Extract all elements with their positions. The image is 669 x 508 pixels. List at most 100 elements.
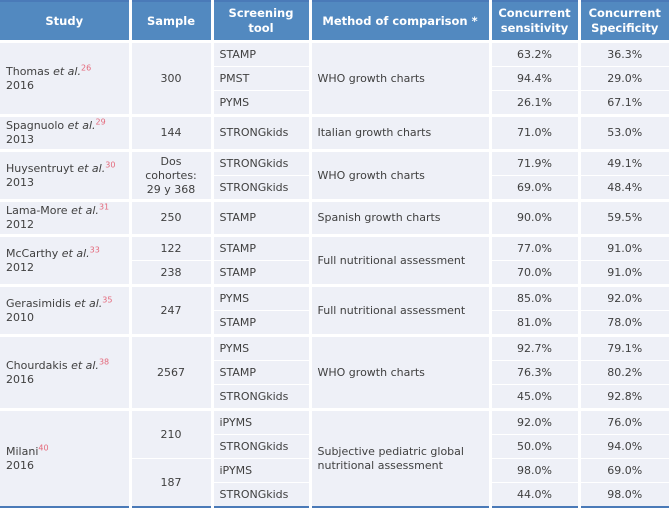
sensitivity-cell: 70.0%	[488, 260, 579, 286]
table-row: PMST 94.4% 29.0%	[0, 66, 669, 91]
sample-cell: 210	[128, 408, 212, 459]
study-name: Milani	[6, 444, 39, 458]
tool-cell: PYMS	[210, 284, 310, 311]
method-cell: Subjective pediatric global nutritional …	[308, 408, 490, 507]
tool-cell: STAMP	[210, 360, 310, 385]
tool-cell: STRONGkids	[210, 175, 310, 201]
header-method-of-comparison: Method of comparison *	[308, 1, 490, 43]
table-row: STRONGkids 69.0% 48.4%	[0, 175, 669, 201]
table-row: STAMP 76.3% 80.2%	[0, 360, 669, 385]
tool-cell: PYMS	[210, 334, 310, 361]
header-concurrent-specificity: Concurrent Specificity	[577, 1, 669, 43]
sample-cell: 247	[128, 284, 212, 336]
method-cell: Full nutritional assessment	[308, 234, 490, 286]
tool-cell: iPYMS	[210, 458, 310, 483]
sensitivity-cell: 94.4%	[488, 66, 579, 91]
reference-superscript: 31	[98, 202, 110, 212]
specificity-cell: 67.1%	[577, 90, 669, 116]
table-row: Thomas et al.26 2016 300 STAMP WHO growt…	[0, 41, 669, 116]
sensitivity-cell: 44.0%	[488, 482, 579, 507]
table-row: Spagnuolo et al.29 2013 144 STRONGkids I…	[0, 114, 669, 151]
study-etal: et al.	[67, 119, 96, 132]
method-cell: Spanish growth charts	[308, 199, 490, 236]
specificity-cell: 49.1%	[577, 149, 669, 176]
tool-cell: STAMP	[210, 41, 310, 67]
reference-superscript: 30	[105, 159, 116, 169]
sensitivity-cell: 50.0%	[488, 434, 579, 459]
specificity-cell: 92.8%	[577, 384, 669, 410]
study-cell: Spagnuolo et al.29 2013	[0, 114, 130, 151]
sensitivity-cell: 63.2%	[488, 41, 579, 67]
study-year: 2016	[6, 458, 34, 472]
sample-cell: 144	[128, 114, 212, 151]
tool-cell: STAMP	[210, 310, 310, 336]
sensitivity-cell: 26.1%	[488, 90, 579, 116]
specificity-cell: 91.0%	[577, 260, 669, 286]
reference-superscript: 33	[89, 244, 100, 254]
study-name: Spagnuolo	[6, 119, 68, 132]
sensitivity-cell: 71.9%	[488, 149, 579, 176]
specificity-cell: 36.3%	[577, 41, 669, 67]
study-etal: et al.	[77, 161, 106, 175]
method-cell: Full nutritional assessment	[308, 284, 490, 336]
specificity-cell: 92.0%	[577, 284, 669, 311]
tool-cell: STAMP	[210, 199, 310, 236]
header-concurrent-sensitivity: Concurrent sensitivity	[488, 1, 579, 43]
sensitivity-cell: 85.0%	[488, 284, 579, 311]
table-row: McCarthy et al.33 2012 122 STAMP Full nu…	[0, 234, 669, 286]
study-year: 2012	[6, 260, 34, 274]
tool-cell: PMST	[210, 66, 310, 91]
specificity-cell: 79.1%	[577, 334, 669, 361]
tool-cell: PYMS	[210, 90, 310, 116]
specificity-cell: 48.4%	[577, 175, 669, 201]
study-year: 2016	[6, 372, 34, 386]
specificity-cell: 69.0%	[577, 458, 669, 483]
sample-cell: 122	[128, 234, 212, 261]
study-name: Huysentruyt	[6, 161, 78, 175]
sensitivity-cell: 90.0%	[488, 199, 579, 236]
study-name: Chourdakis	[6, 358, 72, 372]
study-etal: et al.	[71, 358, 99, 372]
tool-cell: STRONGkids	[210, 434, 310, 459]
reference-superscript: 40	[38, 442, 49, 452]
table-row: PYMS 26.1% 67.1%	[0, 90, 669, 116]
sample-cell: 238	[128, 260, 212, 286]
table-row: 238 STAMP 70.0% 91.0%	[0, 260, 669, 286]
table-row: STRONGkids 45.0% 92.8%	[0, 384, 669, 410]
reference-superscript: 29	[95, 117, 106, 127]
header-screening-tool: Screening tool	[210, 1, 310, 43]
sensitivity-cell: 76.3%	[488, 360, 579, 385]
study-cell: Milani40 2016	[0, 408, 130, 507]
study-year: 2013	[6, 133, 34, 146]
reference-superscript: 38	[98, 356, 110, 366]
sensitivity-cell: 98.0%	[488, 458, 579, 483]
table-row: Huysentruyt et al.30 2013 Dos cohortes: …	[0, 149, 669, 201]
study-year: 2013	[6, 175, 34, 189]
tool-cell: iPYMS	[210, 408, 310, 435]
study-cell: Chourdakis et al.38 2016	[0, 334, 130, 410]
sample-cell: 300	[128, 41, 212, 116]
study-etal: et al.	[74, 296, 103, 310]
sensitivity-cell: 81.0%	[488, 310, 579, 336]
sample-cell: 2567	[128, 334, 212, 410]
tool-cell: STRONGkids	[210, 482, 310, 507]
table-row: STAMP 81.0% 78.0%	[0, 310, 669, 336]
sensitivity-cell: 69.0%	[488, 175, 579, 201]
tool-cell: STRONGkids	[210, 384, 310, 410]
method-cell: Italian growth charts	[308, 114, 490, 151]
specificity-cell: 29.0%	[577, 66, 669, 91]
study-etal: et al.	[71, 204, 99, 217]
study-name: Gerasimidis	[6, 296, 75, 310]
method-cell: WHO growth charts	[308, 41, 490, 116]
specificity-cell: 78.0%	[577, 310, 669, 336]
study-cell: Thomas et al.26 2016	[0, 41, 130, 116]
sensitivity-cell: 77.0%	[488, 234, 579, 261]
specificity-cell: 59.5%	[577, 199, 669, 236]
sample-cell: Dos cohortes: 29 y 368	[128, 149, 212, 201]
specificity-cell: 53.0%	[577, 114, 669, 151]
header-study: Study	[0, 1, 130, 43]
study-name: Thomas	[6, 64, 54, 78]
study-year: 2016	[6, 78, 34, 92]
